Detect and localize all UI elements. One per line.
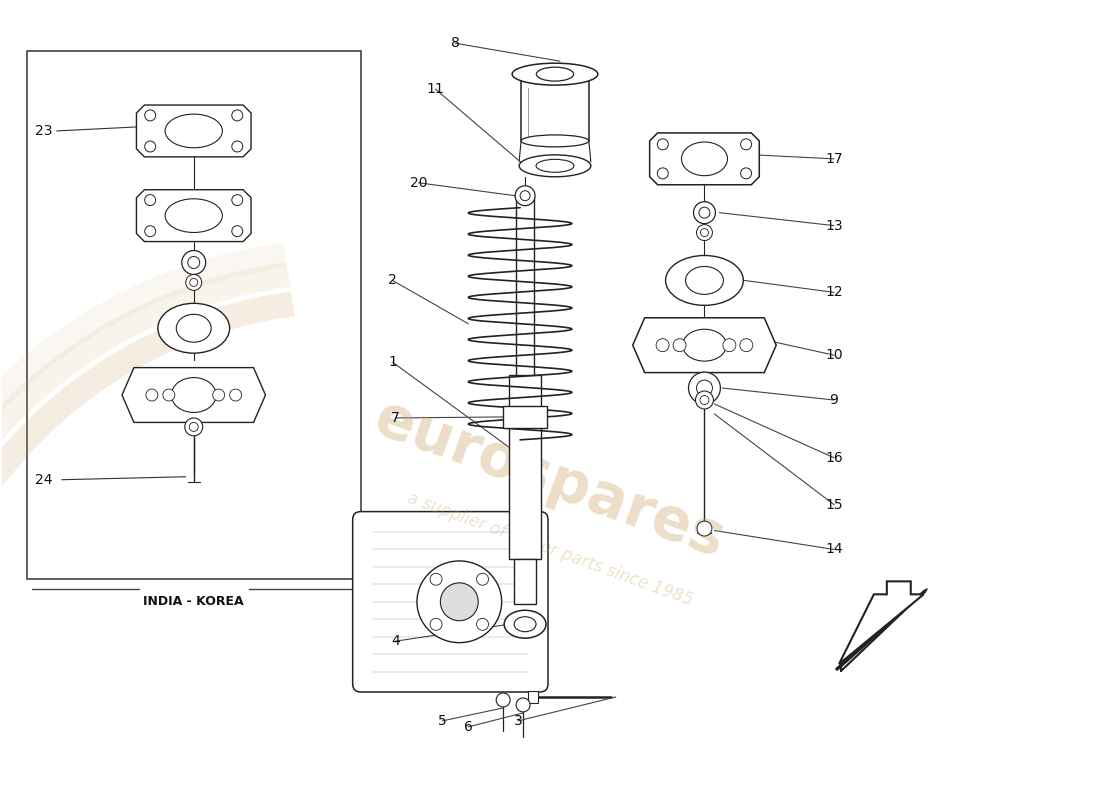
Circle shape bbox=[189, 422, 198, 431]
Text: 24: 24 bbox=[35, 473, 53, 486]
Circle shape bbox=[740, 139, 751, 150]
Ellipse shape bbox=[504, 610, 546, 638]
Bar bbox=[516, 198, 535, 390]
Ellipse shape bbox=[172, 378, 217, 413]
Circle shape bbox=[693, 202, 715, 224]
Circle shape bbox=[740, 168, 751, 179]
Text: 2: 2 bbox=[388, 274, 397, 287]
Text: a supplier of motor parts since 1985: a supplier of motor parts since 1985 bbox=[405, 490, 695, 610]
Text: 13: 13 bbox=[825, 218, 843, 233]
Circle shape bbox=[186, 274, 201, 290]
Text: eurospares: eurospares bbox=[367, 390, 733, 570]
Circle shape bbox=[515, 186, 535, 206]
Bar bbox=[509, 375, 541, 559]
Circle shape bbox=[658, 139, 669, 150]
Text: 14: 14 bbox=[825, 542, 843, 557]
Polygon shape bbox=[136, 190, 251, 242]
Circle shape bbox=[696, 380, 713, 396]
Circle shape bbox=[145, 194, 156, 206]
Text: 12: 12 bbox=[825, 286, 843, 299]
Bar bbox=[514, 559, 536, 604]
Circle shape bbox=[182, 250, 206, 274]
Ellipse shape bbox=[514, 617, 536, 632]
Ellipse shape bbox=[537, 67, 573, 81]
Ellipse shape bbox=[685, 266, 724, 294]
Circle shape bbox=[689, 372, 720, 404]
Circle shape bbox=[723, 338, 736, 352]
Text: 15: 15 bbox=[825, 498, 843, 512]
Ellipse shape bbox=[521, 135, 588, 147]
Circle shape bbox=[740, 338, 752, 352]
Circle shape bbox=[145, 141, 156, 152]
Bar bbox=[26, 51, 361, 579]
Text: 5: 5 bbox=[438, 714, 447, 728]
Ellipse shape bbox=[681, 142, 727, 176]
Ellipse shape bbox=[165, 199, 222, 233]
Text: 20: 20 bbox=[409, 176, 427, 190]
Circle shape bbox=[188, 257, 200, 269]
Circle shape bbox=[190, 278, 198, 286]
Circle shape bbox=[476, 574, 488, 586]
Ellipse shape bbox=[417, 561, 502, 642]
Text: 23: 23 bbox=[35, 124, 53, 138]
Circle shape bbox=[656, 338, 669, 352]
Text: 7: 7 bbox=[392, 411, 400, 425]
Polygon shape bbox=[839, 582, 924, 664]
Text: 8: 8 bbox=[451, 36, 460, 50]
Text: 11: 11 bbox=[427, 82, 444, 96]
Circle shape bbox=[701, 229, 708, 237]
Ellipse shape bbox=[519, 155, 591, 177]
Polygon shape bbox=[650, 133, 759, 185]
Circle shape bbox=[476, 618, 488, 630]
FancyBboxPatch shape bbox=[353, 512, 548, 692]
Text: 4: 4 bbox=[392, 634, 400, 648]
Circle shape bbox=[516, 698, 530, 712]
Text: 16: 16 bbox=[825, 450, 843, 465]
Text: 17: 17 bbox=[825, 152, 843, 166]
Circle shape bbox=[520, 190, 530, 201]
Circle shape bbox=[163, 389, 175, 401]
Text: 9: 9 bbox=[829, 393, 838, 407]
Circle shape bbox=[146, 389, 158, 401]
Ellipse shape bbox=[440, 583, 478, 621]
Circle shape bbox=[698, 207, 710, 218]
Bar bbox=[528, 691, 538, 703]
Ellipse shape bbox=[536, 159, 574, 172]
Circle shape bbox=[496, 693, 510, 707]
Text: INDIA - KOREA: INDIA - KOREA bbox=[143, 594, 244, 608]
Text: 3: 3 bbox=[514, 714, 522, 728]
Ellipse shape bbox=[165, 114, 222, 148]
Text: 6: 6 bbox=[464, 720, 473, 734]
Circle shape bbox=[230, 389, 242, 401]
Circle shape bbox=[212, 389, 224, 401]
Circle shape bbox=[185, 418, 202, 436]
Circle shape bbox=[232, 110, 243, 121]
Circle shape bbox=[232, 226, 243, 237]
Circle shape bbox=[145, 110, 156, 121]
Ellipse shape bbox=[176, 314, 211, 342]
Circle shape bbox=[232, 141, 243, 152]
Ellipse shape bbox=[666, 255, 744, 306]
Ellipse shape bbox=[158, 303, 230, 353]
Polygon shape bbox=[136, 105, 251, 157]
Circle shape bbox=[658, 168, 669, 179]
Circle shape bbox=[697, 521, 712, 536]
Ellipse shape bbox=[682, 330, 726, 361]
Polygon shape bbox=[632, 318, 777, 373]
Circle shape bbox=[695, 391, 714, 409]
Circle shape bbox=[673, 338, 686, 352]
Circle shape bbox=[700, 395, 708, 405]
Circle shape bbox=[430, 618, 442, 630]
Circle shape bbox=[232, 194, 243, 206]
Ellipse shape bbox=[513, 63, 597, 85]
Text: 1: 1 bbox=[388, 355, 397, 369]
Text: 10: 10 bbox=[825, 348, 843, 362]
Circle shape bbox=[430, 574, 442, 586]
Circle shape bbox=[696, 225, 713, 241]
Polygon shape bbox=[122, 368, 265, 422]
Bar bbox=[503, 406, 547, 428]
Circle shape bbox=[145, 226, 156, 237]
